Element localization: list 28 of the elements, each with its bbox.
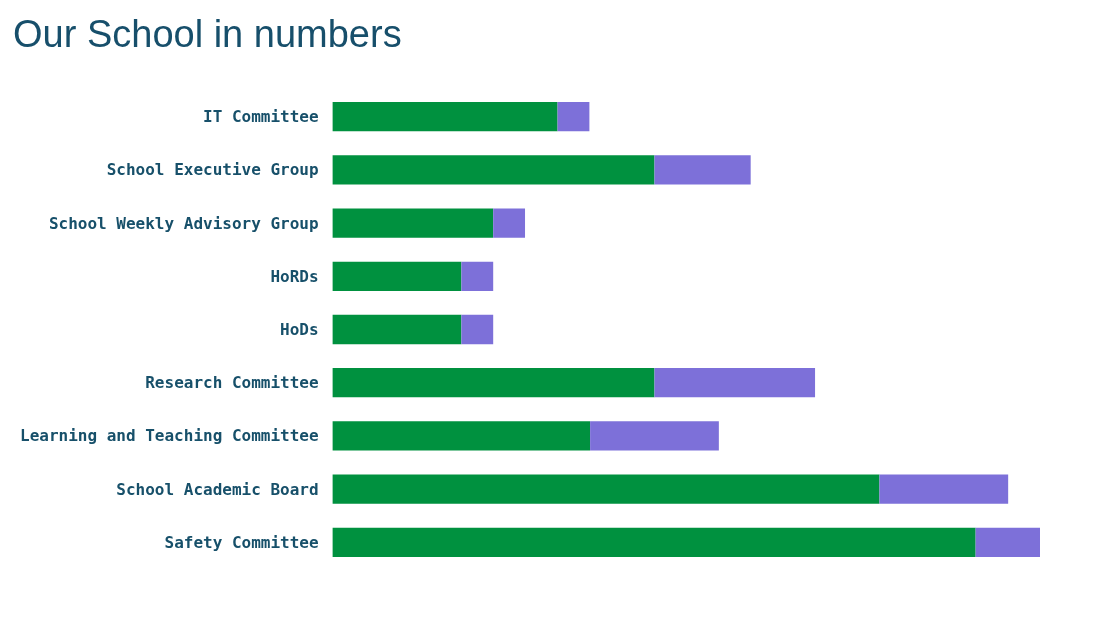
bar [332, 421, 591, 451]
bar [461, 314, 494, 345]
bar [332, 101, 558, 132]
bar [557, 101, 590, 132]
y-tick-label: Learning and Teaching Committee [19, 426, 319, 446]
y-tick-label: HoDs [280, 320, 319, 339]
y-tick-label: School Academic Board [116, 479, 319, 499]
bar [332, 261, 462, 291]
bar [654, 155, 751, 185]
bar [332, 527, 976, 558]
bar [654, 368, 816, 398]
y-tick-label: Safety Committee [164, 532, 319, 552]
bar [975, 527, 1040, 558]
y-tick-label: School Weekly Advisory Group [48, 213, 319, 233]
bar [590, 421, 719, 451]
bar [332, 368, 655, 398]
bar [879, 474, 1009, 504]
chart-title: Our School in numbers [13, 13, 402, 55]
bar [332, 314, 462, 345]
y-tick-label: Research Committee [145, 373, 319, 393]
bar [332, 155, 655, 185]
y-tick-label: School Executive Group [106, 160, 319, 180]
y-tick-label: HoRDs [270, 266, 319, 286]
bar [493, 208, 526, 238]
bar [461, 261, 494, 291]
y-tick-label: IT Committee [203, 107, 319, 127]
bar [332, 208, 494, 238]
bar [332, 474, 880, 504]
